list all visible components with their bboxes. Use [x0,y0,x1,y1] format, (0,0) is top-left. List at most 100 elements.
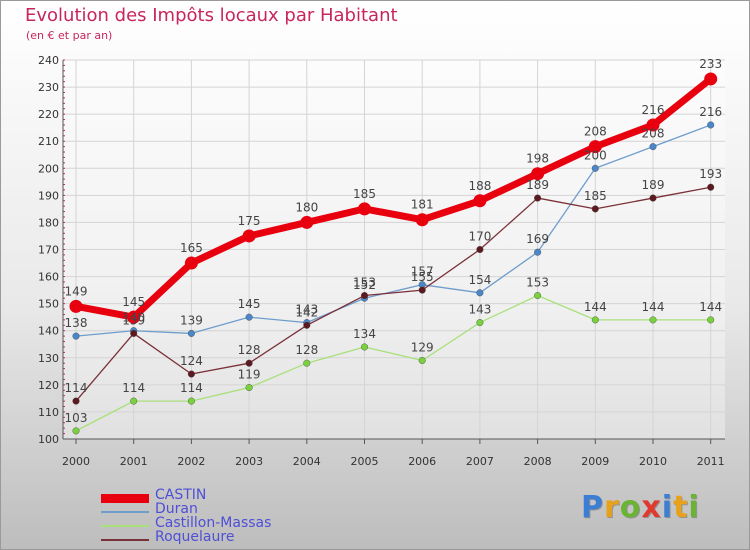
data-point-castin [415,213,429,227]
data-label-duran: 139 [180,313,203,327]
logo-letter: i [688,490,700,525]
data-label-castin: 145 [122,295,145,309]
data-label-castillon-massas: 144 [642,300,665,314]
data-point-castillon-massas [707,316,715,324]
data-point-duran [245,313,253,321]
x-tick-label: 2004 [293,455,321,468]
legend-swatch [101,494,149,503]
x-tick-label: 2003 [235,455,263,468]
data-point-duran [534,248,542,256]
data-point-castillon-massas [72,427,80,435]
data-label-duran: 216 [699,105,722,119]
data-point-castillon-massas [534,292,542,300]
data-point-castin [646,118,660,132]
data-point-castin [588,140,602,154]
data-point-duran [591,164,599,172]
data-label-roquelaure: 124 [180,354,203,368]
data-point-duran [72,332,80,340]
y-tick-label: 180 [38,216,59,229]
data-label-castin: 216 [642,103,665,117]
data-label-duran: 169 [526,232,549,246]
data-label-duran: 200 [584,148,607,162]
data-label-castin: 149 [65,284,88,298]
logo-letter: r [604,490,620,525]
data-point-roquelaure [649,194,657,202]
data-point-castin [300,215,314,229]
legend-swatch [101,539,149,541]
y-tick-label: 120 [38,379,59,392]
data-point-roquelaure [534,194,542,202]
y-tick-label: 110 [38,406,59,419]
series-line-castin [72,75,715,321]
y-tick-label: 200 [38,162,59,175]
data-point-castillon-massas [361,343,369,351]
data-label-castin: 233 [699,57,722,71]
data-label-castillon-massas: 119 [238,368,261,382]
data-label-roquelaure: 185 [584,189,607,203]
legend-label: Castillon-Massas [155,515,272,531]
data-label-duran: 157 [411,265,434,279]
x-tick-label: 2007 [466,455,494,468]
data-point-roquelaure [418,286,426,294]
data-label-castin: 180 [295,200,318,214]
series-line-duran [75,124,712,337]
chart-title: Evolution des Impôts locaux par Habitant [25,5,398,26]
data-label-roquelaure: 189 [642,178,665,192]
data-point-castillon-massas [476,319,484,327]
y-tick-label: 100 [38,433,59,446]
y-tick-label: 240 [38,54,59,67]
data-point-castillon-massas [418,356,426,364]
data-label-duran: 154 [468,273,491,287]
data-label-castin: 165 [180,241,203,255]
data-point-roquelaure [361,292,369,300]
data-point-duran [187,329,195,337]
data-point-castin [531,167,545,181]
proxiti-logo: Proxiti [581,490,700,525]
logo-letter: x [641,490,662,525]
y-tick-label: 170 [38,244,59,257]
data-point-castin [358,202,371,216]
data-point-castin [127,310,141,324]
data-label-castillon-massas: 143 [468,303,491,317]
x-tick-label: 2010 [639,455,667,468]
x-tick-label: 2009 [581,455,609,468]
data-point-roquelaure [130,329,138,337]
data-label-castillon-massas: 103 [65,411,88,425]
data-point-castin [242,229,256,243]
y-tick-label: 230 [38,81,59,94]
y-tick-label: 130 [38,352,59,365]
data-label-castin: 185 [353,187,376,201]
data-label-roquelaure: 114 [65,381,88,395]
data-label-roquelaure: 189 [526,178,549,192]
x-tick-label: 2001 [120,455,148,468]
data-point-duran [476,289,484,297]
data-point-castin [704,72,718,86]
y-tick-label: 150 [38,298,59,311]
data-label-castillon-massas: 144 [584,300,607,314]
legend-label: CASTIN [155,487,207,503]
legend-label: Duran [155,501,198,517]
data-point-castillon-massas [303,359,311,367]
data-point-roquelaure [476,245,484,253]
y-tick-label: 140 [38,325,59,338]
legend-swatch [101,525,149,527]
data-point-roquelaure [591,205,599,213]
data-label-castillon-massas: 114 [122,381,145,395]
data-label-castillon-massas: 153 [526,276,549,290]
data-label-roquelaure: 139 [122,313,145,327]
data-point-castillon-massas [591,316,599,324]
data-point-castillon-massas [130,397,138,405]
data-label-roquelaure: 170 [468,230,491,244]
legend-swatch [101,511,149,513]
data-label-duran: 140 [122,311,145,325]
data-point-roquelaure [72,397,80,405]
data-label-duran: 152 [353,278,376,292]
data-point-roquelaure [245,359,253,367]
x-tick-label: 2006 [408,455,436,468]
data-label-castillon-massas: 128 [295,343,318,357]
data-label-roquelaure: 142 [295,305,318,319]
x-tick-label: 2005 [351,455,379,468]
legend-label: Roquelaure [155,529,235,545]
